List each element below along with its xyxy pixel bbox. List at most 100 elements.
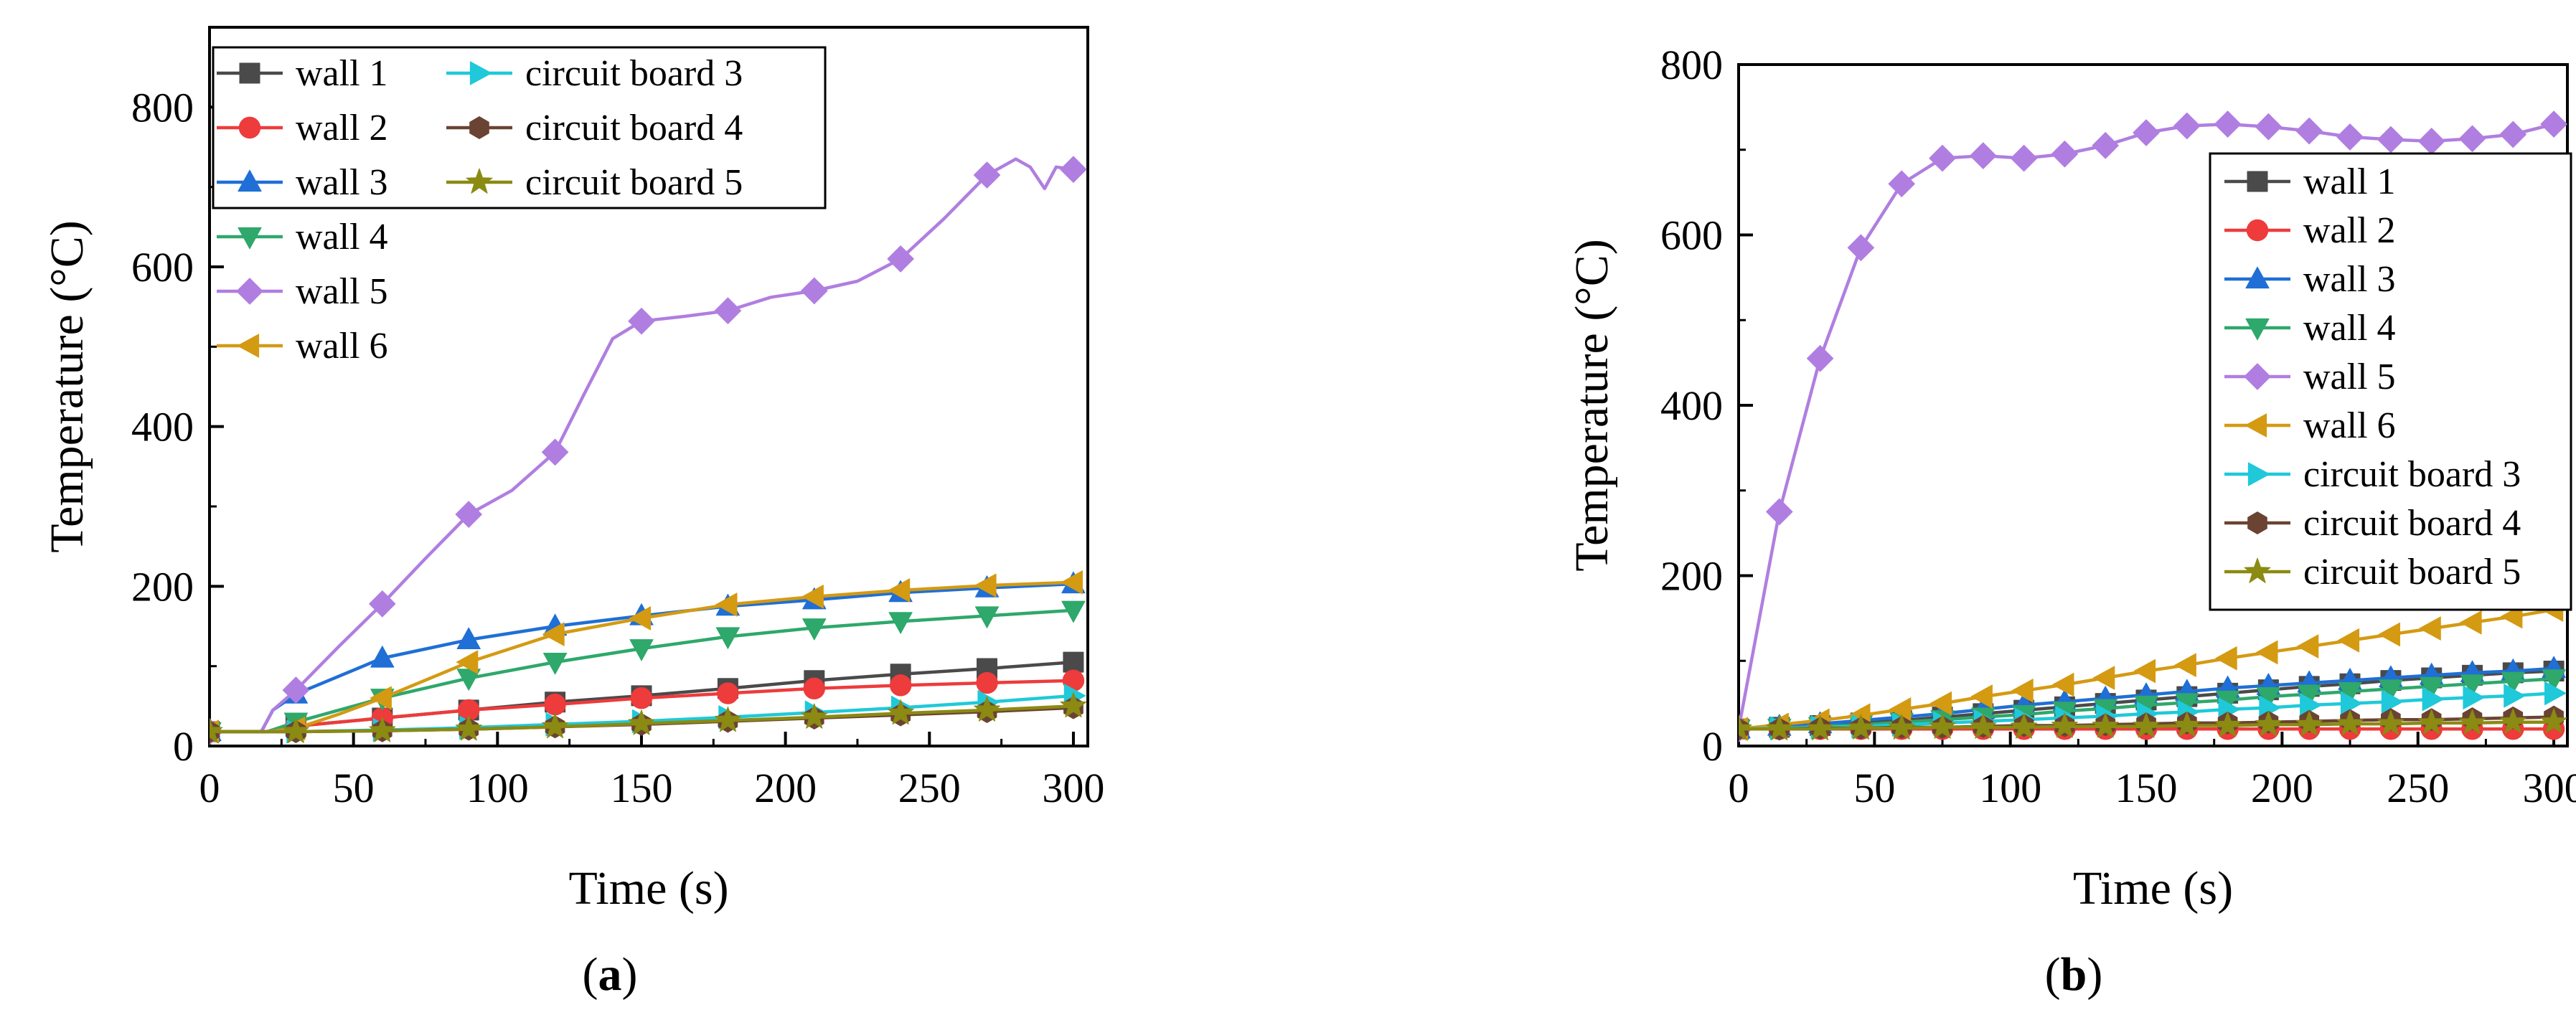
series-point-wall-5: [801, 277, 828, 305]
series-point-wall-6: [2215, 646, 2237, 671]
series-point-wall-5: [1766, 498, 1793, 526]
legend-item-circuit-board-4: circuit board 4: [2224, 503, 2521, 544]
series-point-wall-5: [2214, 110, 2242, 138]
legend-marker: [466, 168, 493, 194]
series-point-circuit-board-5: [2377, 709, 2405, 735]
legend-item-wall-3: wall 3: [2224, 259, 2396, 300]
series-point-circuit-board-3: [2544, 681, 2567, 705]
series-point-circuit-board-5: [2092, 712, 2119, 738]
series-point-wall-5: [2499, 121, 2526, 148]
legend-marker: [469, 61, 492, 85]
series-point-wall-5: [2010, 144, 2038, 172]
series-point-wall-6: [2256, 640, 2278, 664]
x-tick-label: 50: [1853, 765, 1895, 811]
legend-label: wall 1: [296, 53, 388, 94]
legend-marker: [239, 62, 260, 84]
legend-marker: [236, 278, 263, 305]
y-tick-label: 800: [131, 84, 194, 131]
series-point-circuit-board-5: [801, 703, 828, 729]
series-point-wall-4: [802, 618, 827, 641]
legend-label: wall 2: [296, 108, 388, 148]
series-point-wall-6: [456, 650, 479, 674]
series-point-circuit-board-5: [2336, 709, 2364, 735]
series-point-circuit-board-5: [1847, 714, 1874, 740]
series-point-circuit-board-5: [974, 696, 1000, 722]
series-point-wall-6: [1061, 570, 1083, 595]
series-layer: [210, 156, 1087, 745]
series-point-circuit-board-5: [2540, 708, 2567, 734]
series-point-wall-5: [887, 245, 914, 273]
series-point-wall-6: [629, 606, 652, 631]
x-tick-label: 250: [2387, 765, 2449, 811]
series-point-circuit-board-5: [1766, 714, 1793, 740]
legend-label: wall 6: [296, 326, 388, 367]
series-point-wall-6: [2419, 616, 2441, 641]
legend-label: wall 4: [2303, 308, 2396, 349]
series-point-wall-4: [543, 653, 568, 675]
series-point-wall-5: [1929, 144, 1956, 172]
series-point-wall-4: [629, 639, 654, 661]
series-point-circuit-board-5: [2295, 710, 2323, 737]
series-point-wall-6: [2378, 622, 2400, 646]
series-point-wall-6: [802, 585, 824, 609]
series-point-circuit-board-5: [2011, 713, 2038, 739]
series-point-wall-5: [2133, 119, 2160, 146]
series-point-wall-2: [976, 671, 998, 694]
series-wall-6: [1739, 598, 2564, 741]
series-point-wall-2: [803, 677, 825, 700]
series-point-wall-5: [973, 161, 1001, 189]
series-point-circuit-board-5: [2133, 712, 2160, 738]
series-point-wall-4: [1061, 600, 1086, 623]
legend-label: wall 5: [2303, 357, 2396, 397]
legend: wall 1 wall 2 wall 3 wall 4 wall 5 wall 6 circ…: [212, 46, 827, 367]
series-point-wall-5: [628, 308, 655, 335]
panel-label: (a): [583, 948, 638, 1001]
legend-item-circuit-board-5: circuit board 5: [446, 162, 743, 203]
legend-item-wall-4: wall 4: [217, 217, 388, 258]
legend-label: wall 1: [2303, 161, 2396, 202]
series-point-wall-5: [1806, 345, 1834, 372]
series-point-circuit-board-3: [2504, 684, 2526, 708]
series-point-wall-5: [2173, 112, 2201, 140]
x-axis-label: Time (s): [2073, 862, 2233, 915]
series-point-wall-5: [714, 297, 742, 324]
plot-frame: [208, 26, 1089, 747]
legend-marker: [2244, 413, 2267, 438]
series-point-circuit-board-5: [2173, 712, 2201, 737]
legend-item-circuit-board-4: circuit board 4: [446, 108, 743, 148]
series-point-circuit-board-3: [2463, 685, 2485, 709]
series-point-circuit-board-5: [1739, 714, 1752, 740]
y-tick-label: 400: [131, 404, 194, 450]
legend-label: wall 3: [296, 162, 388, 203]
series-point-circuit-board-5: [1807, 714, 1834, 740]
series-point-circuit-board-5: [282, 717, 309, 743]
series-point-wall-5: [1970, 142, 1997, 169]
legend-item-wall-4: wall 4: [2224, 308, 2396, 349]
panel-label: (b): [2045, 948, 2103, 1001]
series-point-wall-4: [2542, 669, 2566, 692]
series-point-wall-5: [1060, 156, 1087, 183]
x-tick-label: 300: [2523, 765, 2576, 811]
series-line-wall-5: [210, 157, 1074, 734]
legend-marker: [238, 169, 262, 192]
series-point-circuit-board-5: [1970, 713, 1997, 739]
legend-item-wall-1: wall 1: [217, 53, 388, 94]
series-point-wall-6: [1889, 697, 1912, 722]
series-point-circuit-board-3: [2340, 692, 2363, 716]
legend-marker: [238, 227, 262, 250]
series-point-circuit-board-5: [714, 707, 741, 732]
series-point-wall-5: [2255, 113, 2283, 141]
legend-item-wall-2: wall 2: [2224, 210, 2396, 251]
y-tick-label: 200: [131, 563, 194, 610]
x-tick-label: 0: [1729, 765, 1749, 811]
legend-item-wall-5: wall 5: [2224, 357, 2396, 397]
legend-label: wall 4: [296, 217, 388, 258]
y-axis-label: Temperature (°C): [1566, 239, 1618, 571]
series-point-wall-5: [369, 590, 396, 618]
legend-marker: [2244, 557, 2271, 583]
legend-marker: [2246, 219, 2269, 242]
series-wall-5: [1739, 110, 2567, 742]
legend-label: wall 2: [2303, 210, 2396, 251]
series-point-wall-1: [1063, 651, 1084, 673]
